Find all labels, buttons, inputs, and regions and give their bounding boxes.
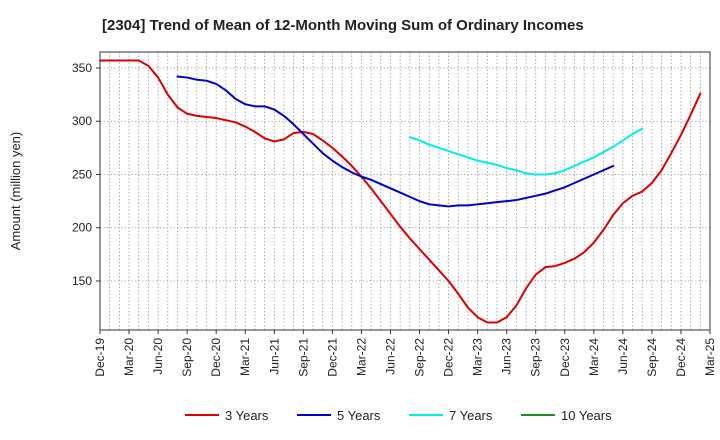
- x-tick-label: Jun-24: [616, 338, 630, 375]
- x-tick-label: Dec-24: [674, 338, 688, 377]
- x-tick-label: Sep-24: [645, 338, 659, 377]
- series-line-7-years: [408, 127, 644, 176]
- x-tick-label: Sep-20: [180, 338, 194, 377]
- x-tick-label: Dec-21: [325, 338, 339, 377]
- x-tick-label: Jun-23: [500, 338, 514, 375]
- plot-frame: [99, 51, 711, 331]
- grid: [100, 52, 710, 330]
- x-tick-label: Sep-22: [413, 338, 427, 377]
- x-tick-label: Dec-22: [442, 338, 456, 377]
- x-tick-label: Dec-19: [93, 338, 107, 377]
- legend-label-5-years: 5 Years: [337, 408, 381, 423]
- y-tick-label: 250: [72, 167, 92, 181]
- y-tick-label: 300: [72, 114, 92, 128]
- x-tick-label: Mar-25: [703, 338, 717, 376]
- series-layer: [99, 59, 702, 324]
- x-tick-label: Mar-21: [238, 338, 252, 376]
- x-tick-label: Mar-23: [471, 338, 485, 376]
- x-tick-label: Dec-20: [209, 338, 223, 377]
- legend: 3 Years 5 Years 7 Years 10 Years: [185, 408, 612, 423]
- y-tick-label: 200: [72, 221, 92, 235]
- y-tick-label: 350: [72, 61, 92, 75]
- y-ticks: 150 200 250 300 350: [72, 61, 100, 288]
- chart-title: [2304] Trend of Mean of 12-Month Moving …: [102, 17, 584, 34]
- x-tick-label: Jun-20: [151, 338, 165, 375]
- x-tick-label: Mar-22: [354, 338, 368, 376]
- legend-label-3-years: 3 Years: [225, 408, 269, 423]
- y-tick-label: 150: [72, 274, 92, 288]
- x-tick-label: Jun-21: [267, 338, 281, 375]
- x-ticks: Dec-19 Mar-20 Jun-20 Sep-20 Dec-20 Mar-21 Jun-…: [93, 330, 717, 377]
- x-tick-label: Mar-20: [122, 338, 136, 376]
- legend-label-7-years: 7 Years: [449, 408, 493, 423]
- x-tick-label: Dec-23: [558, 338, 572, 377]
- series-line-5-years: [176, 75, 615, 208]
- series-line-3-years: [99, 59, 702, 324]
- y-axis-label: Amount (million yen): [8, 132, 23, 251]
- x-tick-label: Sep-23: [529, 338, 543, 377]
- x-tick-label: Mar-24: [587, 338, 601, 376]
- legend-label-10-years: 10 Years: [561, 408, 612, 423]
- x-tick-label: Sep-21: [296, 338, 310, 377]
- x-tick-label: Jun-22: [383, 338, 397, 375]
